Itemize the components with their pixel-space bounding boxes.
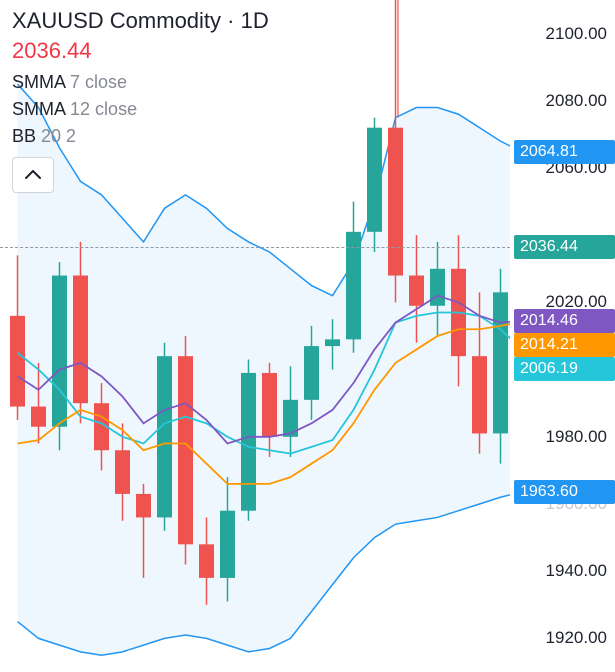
y-axis-badge: 2014.21 bbox=[514, 333, 615, 357]
collapse-button[interactable] bbox=[12, 157, 54, 193]
candle-body bbox=[10, 316, 25, 407]
candle-body bbox=[388, 128, 403, 276]
y-axis-label: 1940.00 bbox=[546, 561, 607, 581]
candle-body bbox=[430, 269, 445, 306]
y-axis-badge: 1963.60 bbox=[514, 480, 615, 504]
indicator-row[interactable]: SMMA 12 close bbox=[12, 99, 269, 120]
y-axis-label: 2100.00 bbox=[546, 24, 607, 44]
indicator-row[interactable]: BB 20 2 bbox=[12, 126, 269, 147]
candle-body bbox=[220, 511, 235, 578]
indicator-name: SMMA bbox=[12, 99, 65, 119]
indicator-name: BB bbox=[12, 126, 36, 146]
y-axis-label: 1980.00 bbox=[546, 427, 607, 447]
y-axis-badge: 2036.44 bbox=[514, 235, 615, 259]
indicator-row[interactable]: SMMA 7 close bbox=[12, 72, 269, 93]
candle-body bbox=[73, 276, 88, 404]
candle-body bbox=[325, 339, 340, 346]
current-price: 2036.44 bbox=[12, 38, 269, 64]
y-axis[interactable]: 2100.002080.002060.002020.001980.001940.… bbox=[510, 0, 615, 672]
indicator-name: SMMA bbox=[12, 72, 65, 92]
chevron-up-icon bbox=[25, 170, 41, 180]
candle-body bbox=[472, 356, 487, 433]
candle-body bbox=[136, 494, 151, 518]
candle-body bbox=[178, 356, 193, 544]
symbol-name: XAUUSD Commodity bbox=[12, 8, 221, 33]
candle-body bbox=[241, 373, 256, 511]
indicator-list: SMMA 7 closeSMMA 12 closeBB 20 2 bbox=[12, 72, 269, 147]
candle-body bbox=[52, 276, 67, 427]
candle-body bbox=[157, 356, 172, 517]
title-separator: · bbox=[227, 8, 234, 33]
indicator-params: 20 2 bbox=[41, 126, 76, 146]
y-axis-label: 1920.00 bbox=[546, 628, 607, 648]
y-axis-badge: 2014.46 bbox=[514, 309, 615, 333]
candle-body bbox=[115, 450, 130, 494]
candle-body bbox=[199, 544, 214, 578]
candle-body bbox=[262, 373, 277, 437]
candle-body bbox=[31, 407, 46, 427]
current-price-line bbox=[0, 247, 510, 248]
chart-header: XAUUSD Commodity · 1D 2036.44 SMMA 7 clo… bbox=[12, 8, 269, 193]
candle-body bbox=[493, 292, 508, 433]
y-axis-badge: 2064.81 bbox=[514, 140, 615, 164]
y-axis-label: 2080.00 bbox=[546, 91, 607, 111]
indicator-params: 7 close bbox=[70, 72, 127, 92]
candle-body bbox=[409, 276, 424, 306]
indicator-params: 12 close bbox=[70, 99, 137, 119]
symbol-title[interactable]: XAUUSD Commodity · 1D bbox=[12, 8, 269, 34]
candle-body bbox=[304, 346, 319, 400]
y-axis-badge: 2006.19 bbox=[514, 357, 615, 381]
interval: 1D bbox=[241, 8, 269, 33]
candle-body bbox=[367, 128, 382, 232]
